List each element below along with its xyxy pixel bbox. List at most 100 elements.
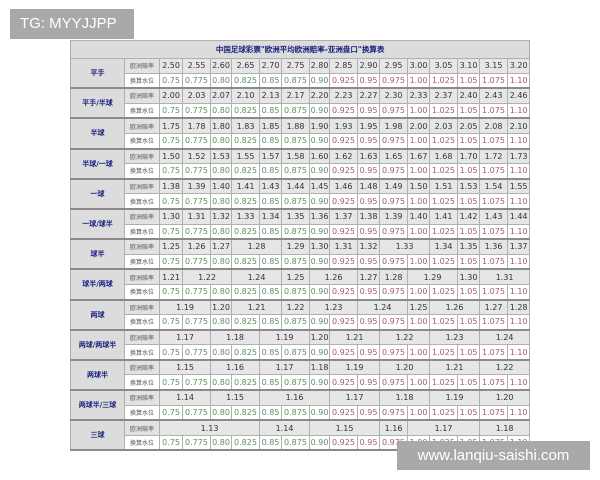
water-cell: 1.00 — [407, 132, 430, 150]
water-cell: 0.975 — [379, 223, 408, 241]
water-label: 换算水位 — [124, 344, 160, 361]
odds-cell: 1.58 — [281, 148, 310, 165]
odds-cell: 1.26 — [182, 238, 211, 255]
water-cell: 1.05 — [457, 163, 480, 180]
water-cell: 0.85 — [259, 283, 282, 301]
water-cell: 1.00 — [407, 163, 430, 180]
water-cell: 0.925 — [329, 283, 358, 301]
water-cell: 1.05 — [457, 102, 480, 120]
odds-cell: 1.22 — [379, 329, 430, 346]
watermark-bottom: www.lanqiu-saishi.com — [397, 441, 590, 470]
water-cell: 1.10 — [506, 193, 531, 210]
water-row: 换算水位 0.75 0.775 0.80 0.825 0.85 0.875 0.90 0.925… — [71, 223, 531, 241]
odds-cell: 1.25 — [281, 268, 310, 285]
odds-cell: 1.20 — [309, 329, 330, 346]
water-cell: 1.025 — [429, 223, 458, 241]
water-cell: 0.95 — [357, 434, 380, 452]
water-cell: 0.975 — [379, 283, 408, 301]
water-cell: 1.075 — [479, 72, 508, 90]
odds-cell: 1.35 — [281, 208, 310, 225]
water-cell: 0.825 — [231, 223, 260, 241]
odds-cell: 1.17 — [329, 389, 380, 406]
odds-cell: 1.88 — [281, 117, 310, 134]
odds-row: 平手 欧洲赔率 2.50 2.55 2.60 2.65 2.70 2.75 2.80 2.85 2.… — [70, 58, 531, 90]
water-cell: 0.85 — [259, 102, 282, 120]
odds-cell: 1.22 — [478, 359, 531, 376]
water-cell: 0.875 — [281, 314, 310, 331]
water-cell: 0.95 — [357, 344, 380, 361]
odds-cell: 1.21 — [429, 359, 480, 376]
handicap-label: 两球半 — [70, 359, 125, 392]
odds-cell: 1.20 — [478, 389, 531, 406]
odds-cell: 1.17 — [159, 329, 211, 346]
odds-cell: 2.40 — [457, 87, 480, 104]
water-cell: 0.775 — [182, 102, 211, 120]
water-cell: 1.075 — [479, 404, 508, 422]
water-cell: 1.05 — [457, 314, 480, 331]
water-cell: 0.95 — [357, 102, 380, 120]
water-cell: 1.05 — [457, 404, 480, 422]
water-cell: 1.00 — [407, 193, 430, 210]
water-cell: 0.775 — [182, 434, 211, 452]
handicap-label: 半球/一球 — [70, 148, 125, 180]
odds-cell: 1.32 — [357, 238, 380, 255]
odds-cell: 1.55 — [231, 148, 260, 165]
odds-cell: 1.28 — [379, 268, 408, 285]
water-cell: 0.95 — [357, 283, 380, 301]
water-cell: 0.925 — [329, 404, 358, 422]
odds-cell: 2.05 — [457, 117, 480, 134]
water-cell: 0.75 — [159, 314, 183, 331]
water-cell: 0.75 — [159, 434, 183, 452]
water-cell: 1.10 — [506, 132, 531, 150]
water-cell: 0.825 — [231, 434, 260, 452]
odds-cell: 2.60 — [210, 58, 232, 74]
water-cell: 0.75 — [159, 223, 183, 241]
odds-cell: 1.98 — [379, 117, 408, 134]
water-cell: 1.10 — [506, 283, 531, 301]
odds-cell: 1.41 — [429, 208, 458, 225]
water-cell: 1.05 — [457, 374, 480, 392]
handicap-label: 三球 — [70, 419, 125, 452]
water-cell: 0.85 — [259, 374, 282, 392]
odds-cell: 1.14 — [259, 419, 310, 436]
odds-cell: 2.07 — [210, 87, 232, 104]
odds-cell: 2.03 — [182, 87, 211, 104]
water-cell: 0.875 — [281, 102, 310, 120]
water-cell: 0.80 — [210, 404, 232, 422]
odds-label: 欧洲赔率 — [124, 208, 160, 225]
water-cell: 1.00 — [407, 253, 430, 271]
odds-cell: 1.18 — [210, 329, 260, 346]
water-cell: 0.775 — [182, 314, 211, 331]
water-cell: 1.025 — [429, 193, 458, 210]
water-cell: 1.05 — [457, 72, 480, 90]
water-label: 换算水位 — [124, 193, 160, 210]
odds-row: 平手/半球 欧洲赔率 2.00 2.03 2.07 2.10 2.13 2.17 2.20 2.2… — [70, 87, 531, 120]
odds-cell: 1.23 — [429, 329, 480, 346]
odds-cell: 2.17 — [281, 87, 310, 104]
water-cell: 0.775 — [182, 344, 211, 361]
odds-cell: 1.73 — [506, 148, 531, 165]
water-row: 换算水位 0.75 0.775 0.80 0.825 0.85 0.875 0.90 0.925… — [71, 163, 531, 180]
water-cell: 0.825 — [231, 404, 260, 422]
water-row: 换算水位 0.75 0.775 0.80 0.825 0.85 0.875 0.90 0.925… — [71, 132, 531, 150]
water-cell: 0.85 — [259, 163, 282, 180]
water-cell: 1.10 — [506, 102, 531, 120]
water-cell: 1.075 — [479, 102, 508, 120]
water-cell: 0.75 — [159, 163, 183, 180]
water-row: 换算水位 0.75 0.775 0.80 0.825 0.85 0.875 0.90 0.925… — [71, 102, 531, 120]
odds-cell: 1.37 — [329, 208, 358, 225]
odds-cell: 2.37 — [429, 87, 458, 104]
odds-cell: 2.10 — [231, 87, 260, 104]
water-cell: 0.95 — [357, 253, 380, 271]
odds-cell: 1.36 — [479, 238, 508, 255]
water-label: 换算水位 — [124, 72, 160, 90]
water-cell: 0.875 — [281, 344, 310, 361]
odds-row: 两球半/三球 欧洲赔率 1.14 1.15 1.16 1.17 1.18 1.19 1.20 — [70, 389, 531, 422]
water-cell: 0.95 — [357, 163, 380, 180]
water-cell: 1.00 — [407, 223, 430, 241]
water-cell: 0.825 — [231, 102, 260, 120]
odds-cell: 1.20 — [210, 298, 232, 316]
water-cell: 0.80 — [210, 283, 232, 301]
water-cell: 0.825 — [231, 344, 260, 361]
odds-label: 欧洲赔率 — [124, 389, 160, 406]
